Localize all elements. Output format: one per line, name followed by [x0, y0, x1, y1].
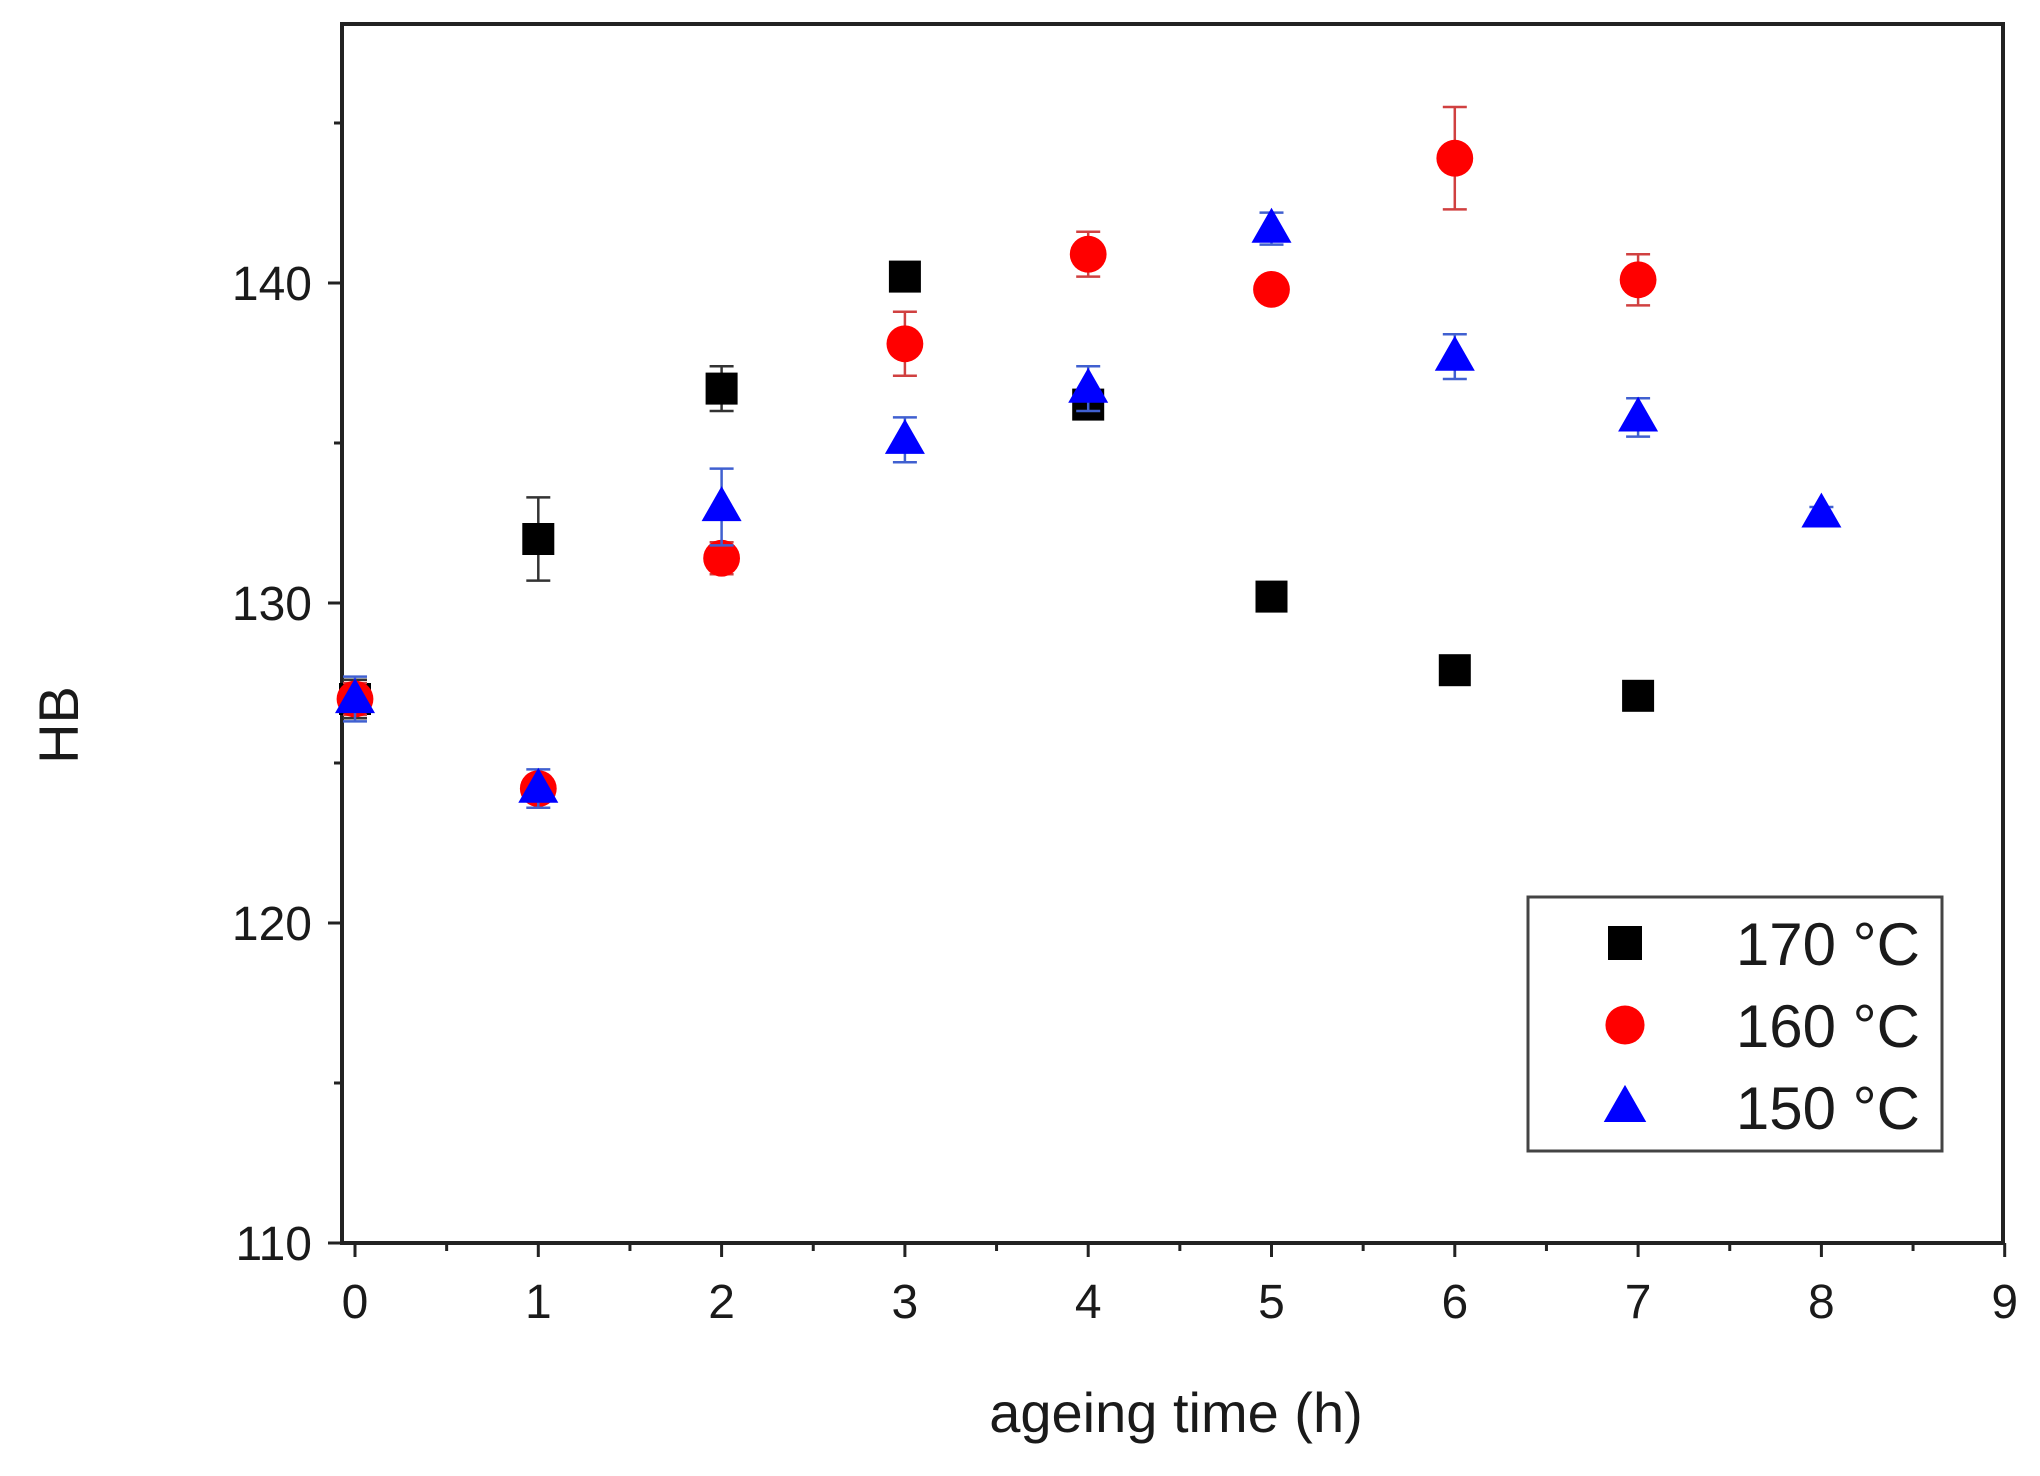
- legend-label: 170 °C: [1736, 911, 1920, 978]
- data-point: [1801, 492, 1842, 528]
- y-tick-label: 120: [232, 898, 312, 951]
- data-point: [1619, 261, 1657, 299]
- data-point: [1068, 367, 1109, 403]
- data-point: [884, 418, 925, 454]
- legend: 170 °C 160 °C 150 °C: [1526, 895, 1944, 1153]
- data-point: [705, 372, 738, 405]
- data-point: [522, 523, 555, 555]
- axis-tick-labels: 0 1 2 3 4 5 6 7 8 9 110 120 130 140: [232, 258, 2018, 1329]
- x-tick-label: 9: [1991, 1276, 2018, 1329]
- data-point: [1069, 235, 1107, 273]
- data-point: [1251, 207, 1292, 243]
- data-point: [1255, 580, 1288, 613]
- y-tick-label: 130: [232, 578, 312, 631]
- data-point: [701, 486, 742, 522]
- x-tick-label: 4: [1075, 1276, 1102, 1329]
- data-point: [1434, 335, 1475, 371]
- data-point: [888, 260, 921, 293]
- data-marks: [335, 105, 1842, 810]
- x-tick-label: 1: [525, 1276, 552, 1329]
- x-tick-label: 8: [1808, 1276, 1835, 1329]
- data-point: [1253, 271, 1290, 308]
- plot-frame: [340, 22, 2005, 1245]
- legend-label: 150 °C: [1736, 1075, 1920, 1142]
- series-circle: [336, 105, 1657, 807]
- data-point: [1618, 396, 1659, 432]
- data-point: [703, 539, 740, 577]
- legend-marker-triangle: [1603, 1084, 1647, 1122]
- data-point: [1438, 654, 1471, 687]
- plot-area: [340, 22, 2005, 1245]
- y-tick-label: 110: [235, 1218, 312, 1271]
- data-point: [1436, 139, 1474, 177]
- x-tick-label: 0: [342, 1276, 369, 1329]
- data-point: [886, 325, 924, 363]
- x-tick-label: 7: [1625, 1276, 1652, 1329]
- x-tick-label: 3: [892, 1276, 919, 1329]
- axis-ticks: [328, 121, 2007, 1257]
- x-tick-label: 6: [1441, 1276, 1468, 1329]
- y-tick-label: 140: [232, 258, 312, 311]
- legend-marker-circle: [1605, 1005, 1645, 1045]
- data-point: [518, 767, 559, 803]
- x-tick-label: 5: [1258, 1276, 1285, 1329]
- x-tick-label: 2: [708, 1276, 735, 1329]
- legend-marker-square: [1608, 926, 1642, 960]
- data-point: [335, 678, 375, 714]
- y-axis-title: HB: [27, 686, 90, 764]
- legend-label: 160 °C: [1736, 993, 1920, 1060]
- x-axis-title: ageing time (h): [989, 1381, 1363, 1444]
- series-square: [339, 260, 1655, 720]
- data-point: [1622, 679, 1655, 712]
- legend-box: [1526, 895, 1944, 1153]
- series-triangle: [335, 207, 1842, 810]
